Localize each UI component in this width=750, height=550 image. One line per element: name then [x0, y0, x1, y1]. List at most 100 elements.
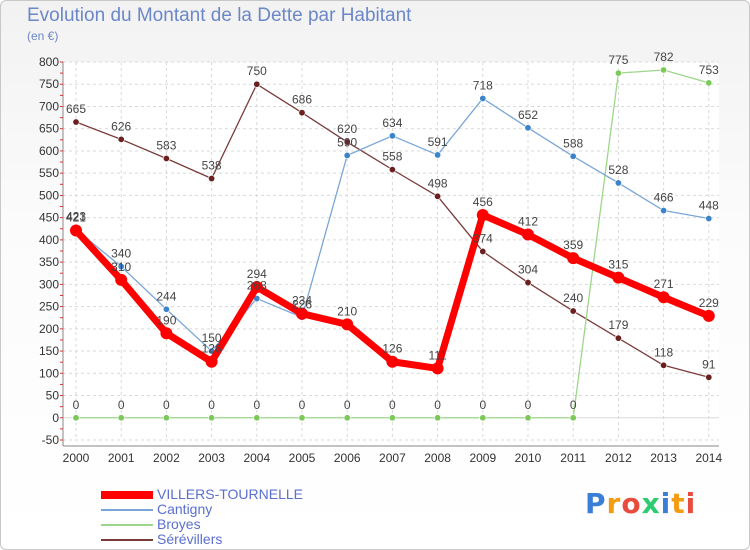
data-label: 753 [699, 63, 719, 77]
y-tick-label: 450 [39, 211, 59, 225]
legend-item: Broyes [101, 517, 303, 532]
y-tick-label: -50 [42, 433, 60, 447]
y-tick-label: 200 [39, 322, 59, 336]
series-point [72, 118, 80, 126]
chart-title: Evolution du Montant de la Dette par Hab… [27, 5, 412, 26]
legend-swatch [101, 523, 153, 526]
series-point [524, 279, 532, 287]
series-point [117, 135, 125, 143]
series-point [296, 307, 308, 320]
series-point [569, 307, 577, 315]
series-point [117, 414, 125, 422]
data-label: 91 [702, 357, 716, 371]
x-tick-label: 2001 [108, 451, 135, 465]
data-label: 782 [654, 50, 674, 64]
data-label: 118 [654, 345, 673, 359]
x-tick-label: 2008 [424, 451, 451, 465]
series-point [162, 155, 170, 163]
x-tick-label: 2005 [289, 451, 316, 465]
data-label: 0 [389, 398, 396, 412]
data-label: 234 [292, 294, 312, 308]
data-label: 0 [208, 398, 215, 412]
legend-item: Sérévillers [101, 532, 303, 547]
data-label: 665 [66, 102, 86, 116]
data-label: 190 [156, 313, 176, 327]
data-label: 244 [156, 289, 176, 303]
series-point [434, 151, 442, 159]
series-point [70, 224, 82, 237]
series-point [569, 152, 577, 160]
legend-swatch [101, 538, 153, 541]
series-point [479, 414, 487, 422]
data-label: 340 [111, 247, 131, 261]
x-tick-label: 2003 [198, 451, 225, 465]
series-point [660, 207, 668, 215]
series-point [253, 414, 261, 422]
data-label: 0 [118, 398, 125, 412]
data-label: 620 [337, 122, 357, 136]
data-label: 150 [202, 331, 222, 345]
data-label: 498 [428, 176, 448, 190]
series-point [205, 355, 218, 368]
data-label: 310 [111, 260, 131, 274]
logo-letter: i [685, 487, 697, 520]
y-tick-label: 50 [46, 389, 60, 403]
data-label: 294 [247, 267, 267, 281]
series-point [343, 138, 351, 146]
data-label: 374 [473, 231, 493, 245]
y-tick-label: 350 [39, 255, 59, 269]
series-point [434, 192, 442, 200]
series-point [660, 66, 668, 74]
data-label: 456 [473, 195, 493, 209]
data-label: 126 [382, 342, 402, 356]
y-tick-label: 800 [39, 55, 59, 69]
x-tick-label: 2014 [695, 451, 722, 465]
series-point [160, 327, 173, 340]
series-point [343, 414, 351, 422]
x-tick-label: 2011 [560, 451, 586, 465]
x-tick-label: 2000 [63, 451, 90, 465]
data-label: 528 [608, 163, 628, 177]
series-point [522, 228, 534, 241]
legend-item: VILLERS-TOURNELLE [101, 487, 303, 502]
data-label: 775 [608, 53, 628, 67]
y-tick-label: 750 [39, 77, 59, 91]
series-point [524, 414, 532, 422]
y-tick-label: 400 [39, 233, 59, 247]
series-point [298, 109, 306, 117]
chart-unit-label: (en €) [27, 29, 59, 43]
legend: VILLERS-TOURNELLE Cantigny Broyes Séréville… [101, 487, 303, 547]
x-tick-label: 2007 [379, 451, 406, 465]
legend-label: Broyes [157, 516, 201, 532]
data-label: 591 [428, 135, 448, 149]
x-tick-label: 2009 [469, 451, 496, 465]
data-label: 538 [202, 159, 222, 173]
data-label: 466 [654, 191, 674, 205]
data-label: 686 [292, 93, 312, 107]
x-tick-label: 2006 [334, 451, 361, 465]
series-point [705, 215, 713, 223]
data-label: 0 [525, 398, 532, 412]
logo-letter: x [641, 487, 661, 520]
series-point [657, 291, 670, 304]
y-tick-label: 100 [39, 366, 59, 380]
series-point [117, 263, 125, 271]
y-tick-label: 650 [39, 122, 59, 136]
series-point [479, 247, 487, 255]
data-label: 0 [253, 398, 260, 412]
proxiti-logo: Proxiti [585, 487, 696, 520]
y-tick-label: 500 [39, 188, 59, 202]
series-point [569, 414, 577, 422]
series-point [72, 414, 80, 422]
series-point [298, 414, 306, 422]
x-tick-label: 2012 [605, 451, 632, 465]
data-label: 590 [337, 135, 357, 149]
data-label: 0 [570, 398, 577, 412]
series-point [434, 414, 442, 422]
series-point [614, 69, 622, 77]
plot-area [63, 62, 719, 440]
series-point [431, 362, 444, 375]
legend-swatch [101, 490, 153, 499]
